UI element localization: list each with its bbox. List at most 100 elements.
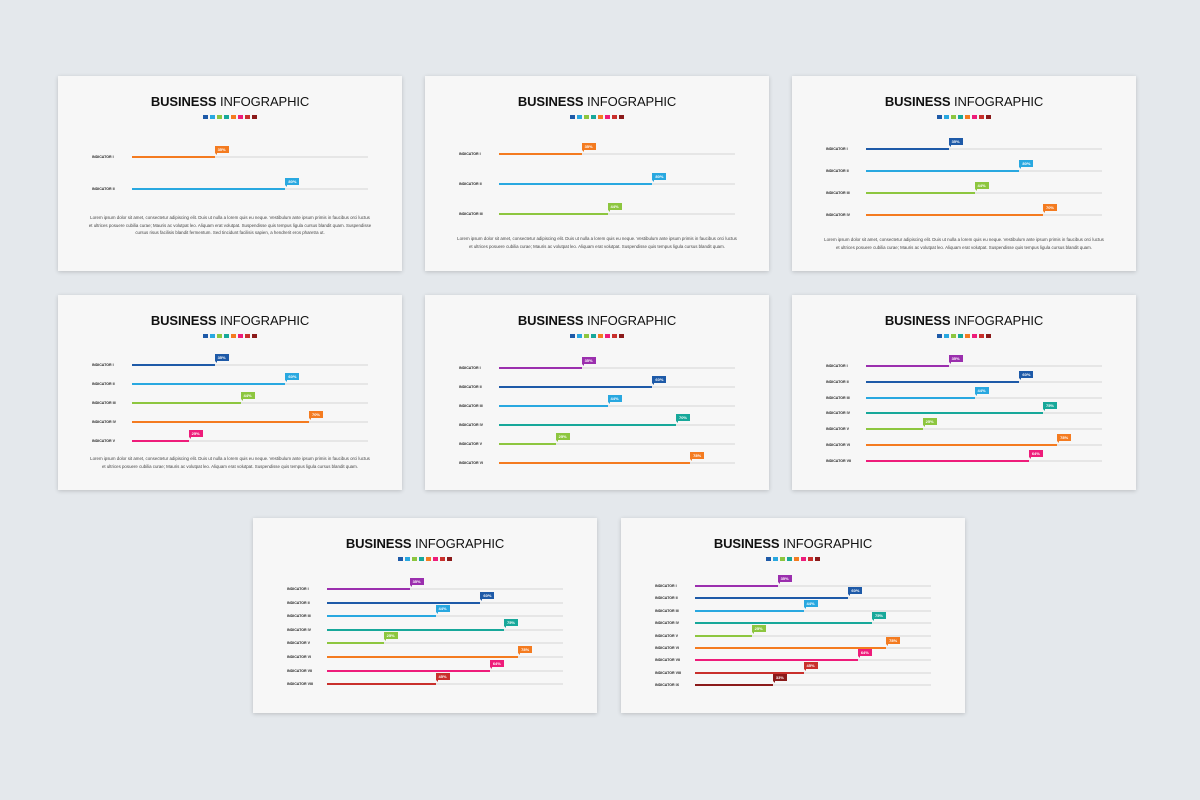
slide-card[interactable]: BUSINESS INFOGRAPHIC INDICATOR I 35% INDICA… [58, 295, 402, 490]
value-tag: 44% [607, 395, 622, 404]
value-tag: 75% [504, 618, 518, 628]
color-swatches [792, 334, 1136, 338]
progress-track [132, 364, 368, 366]
progress-fill [866, 412, 1043, 415]
indicator-label: INDICATOR II [459, 385, 482, 389]
indicator-label: INDICATOR IV [287, 627, 312, 632]
progress-track [866, 459, 1102, 462]
color-swatch [577, 115, 582, 119]
color-swatch [766, 557, 771, 561]
slide-title: BUSINESS INFOGRAPHIC [792, 313, 1136, 328]
progress-fill [132, 402, 241, 404]
value-tag: 80% [652, 173, 667, 182]
indicator-label: INDICATOR VIII [655, 670, 682, 675]
progress-fill [695, 684, 773, 687]
color-swatch [986, 334, 991, 338]
value-tag: 45% [803, 661, 818, 671]
progress-fill [132, 156, 215, 158]
color-swatch [203, 334, 208, 338]
title-bold: BUSINESS [517, 94, 584, 109]
title-bold: BUSINESS [884, 94, 951, 109]
indicator-label: INDICATOR III [287, 614, 311, 619]
progress-fill [499, 405, 608, 407]
value-tag: 45% [435, 673, 450, 683]
progress-fill [499, 443, 556, 445]
value-tag: 60% [848, 587, 863, 597]
color-swatch [245, 334, 250, 338]
color-swatch [612, 115, 617, 119]
indicator-label: INDICATOR VI [459, 461, 484, 465]
progress-track [327, 656, 563, 658]
color-swatch [210, 334, 215, 338]
body-paragraph: Lorem ipsum dolor sit amet, consectetur … [88, 215, 372, 236]
color-swatch [224, 334, 229, 338]
progress-track [695, 684, 931, 687]
progress-fill [695, 634, 752, 637]
progress-fill [499, 213, 608, 215]
progress-track [499, 183, 735, 185]
progress-track [132, 402, 368, 404]
color-swatch [598, 334, 603, 338]
indicator-label: INDICATOR I [92, 155, 114, 159]
title-light: INFOGRAPHIC [954, 313, 1044, 328]
color-swatch [787, 557, 792, 561]
color-swatch [937, 334, 942, 338]
value-tag: 25% [751, 624, 766, 634]
value-tag: 78% [1057, 434, 1072, 443]
value-tag: 33% [772, 674, 787, 684]
color-swatch [808, 557, 813, 561]
progress-track [866, 444, 1102, 446]
indicator-label: INDICATOR II [287, 600, 310, 605]
slide-card[interactable]: BUSINESS INFOGRAPHIC INDICATOR I 35% INDICA… [621, 518, 965, 713]
color-swatch [231, 115, 236, 119]
value-tag: 64% [1028, 449, 1043, 459]
color-swatch [965, 334, 970, 338]
progress-track [327, 628, 563, 631]
progress-track [132, 188, 368, 190]
progress-track [866, 412, 1102, 415]
color-swatch [944, 334, 949, 338]
color-swatches [58, 334, 402, 338]
indicator-label: INDICATOR VII [826, 458, 852, 463]
slide-card[interactable]: BUSINESS INFOGRAPHIC INDICATOR I 35% INDICA… [792, 295, 1136, 490]
slide-card[interactable]: BUSINESS INFOGRAPHIC INDICATOR I 35% INDICA… [792, 76, 1136, 271]
value-tag: 60% [480, 591, 495, 601]
slide-card[interactable]: BUSINESS INFOGRAPHIC INDICATOR I 35% INDICA… [425, 295, 769, 490]
body-paragraph: Lorem ipsum dolor sit amet, consectetur … [824, 237, 1104, 250]
color-swatch [412, 557, 417, 561]
progress-track [132, 421, 368, 423]
color-swatch [252, 334, 257, 338]
progress-track [866, 170, 1102, 172]
value-tag: 25% [922, 418, 937, 428]
progress-fill [695, 647, 887, 649]
color-swatch [440, 557, 445, 561]
progress-track [866, 192, 1102, 194]
color-swatch [612, 334, 617, 338]
color-swatch [605, 115, 610, 119]
color-swatches [792, 115, 1136, 119]
slide-card[interactable]: BUSINESS INFOGRAPHIC INDICATOR I 35% INDICA… [58, 76, 402, 271]
title-bold: BUSINESS [517, 313, 584, 328]
value-tag: 70% [676, 414, 690, 423]
title-light: INFOGRAPHIC [415, 536, 505, 551]
progress-track [499, 213, 735, 215]
progress-track [499, 405, 735, 407]
color-swatch [937, 115, 942, 119]
color-swatch [815, 557, 820, 561]
progress-fill [866, 365, 949, 367]
progress-fill [866, 192, 975, 194]
indicator-label: INDICATOR I [287, 587, 309, 591]
value-tag: 60% [652, 376, 667, 385]
value-tag: 64% [857, 649, 872, 659]
indicator-label: INDICATOR VII [655, 658, 681, 663]
color-swatch [577, 334, 582, 338]
indicator-label: INDICATOR I [92, 363, 114, 367]
value-tag: 35% [777, 575, 792, 584]
slide-card[interactable]: BUSINESS INFOGRAPHIC INDICATOR I 35% INDICA… [425, 76, 769, 271]
progress-track [695, 659, 931, 662]
progress-fill [327, 683, 436, 686]
color-swatch [584, 115, 589, 119]
slide-card[interactable]: BUSINESS INFOGRAPHIC INDICATOR I 35% INDICA… [253, 518, 597, 713]
slide-title: BUSINESS INFOGRAPHIC [58, 313, 402, 328]
title-bold: BUSINESS [345, 536, 412, 551]
